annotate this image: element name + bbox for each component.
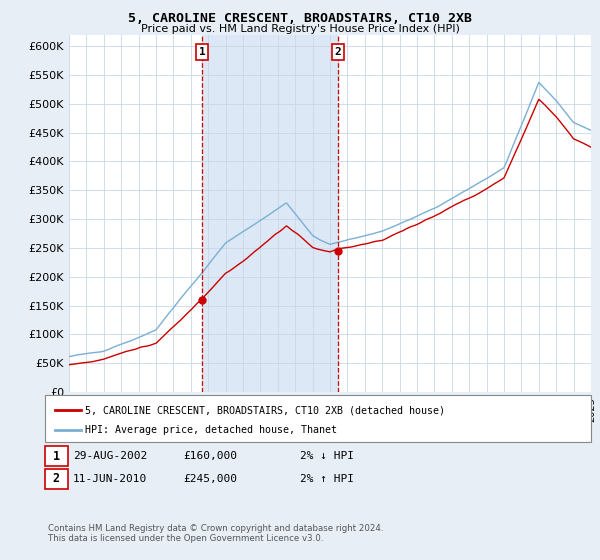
Text: 5, CAROLINE CRESCENT, BROADSTAIRS, CT10 2XB: 5, CAROLINE CRESCENT, BROADSTAIRS, CT10 … [128, 12, 472, 25]
Text: £160,000: £160,000 [183, 451, 237, 461]
Bar [202, 35, 338, 392]
Text: 1: 1 [199, 47, 206, 57]
Text: £245,000: £245,000 [183, 474, 237, 484]
Text: 2% ↑ HPI: 2% ↑ HPI [300, 474, 354, 484]
Text: 1: 1 [53, 450, 60, 463]
Text: Contains HM Land Registry data © Crown copyright and database right 2024.
This d: Contains HM Land Registry data © Crown c… [48, 524, 383, 543]
Text: HPI: Average price, detached house, Thanet: HPI: Average price, detached house, Than… [85, 424, 337, 435]
Text: 2% ↓ HPI: 2% ↓ HPI [300, 451, 354, 461]
Text: 2: 2 [53, 472, 60, 486]
Text: 29-AUG-2002: 29-AUG-2002 [73, 451, 148, 461]
Text: Price paid vs. HM Land Registry's House Price Index (HPI): Price paid vs. HM Land Registry's House … [140, 24, 460, 34]
Text: 11-JUN-2010: 11-JUN-2010 [73, 474, 148, 484]
Text: 2: 2 [334, 47, 341, 57]
Text: 5, CAROLINE CRESCENT, BROADSTAIRS, CT10 2XB (detached house): 5, CAROLINE CRESCENT, BROADSTAIRS, CT10 … [85, 405, 445, 416]
